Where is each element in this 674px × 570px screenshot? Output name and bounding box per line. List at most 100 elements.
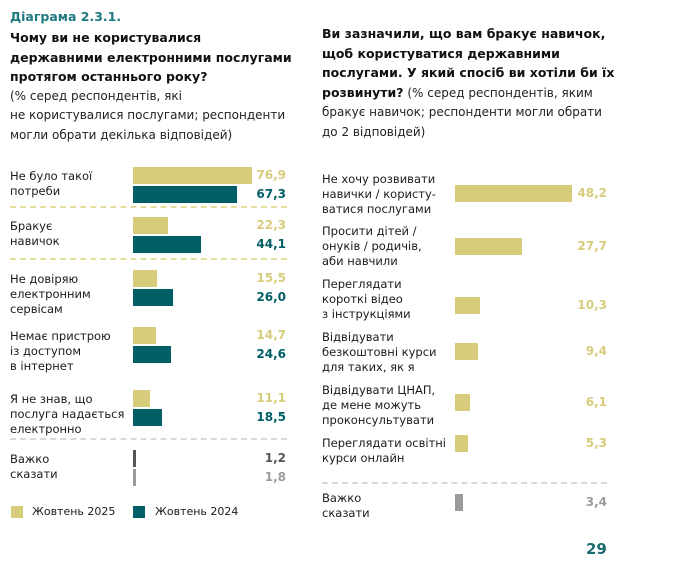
category-label-line: Немає пристрою xyxy=(10,329,111,343)
value-label: 48,2 xyxy=(577,186,607,200)
category-label-line: де мене можуть xyxy=(322,398,422,412)
legend-label-oct2025: Жовтень 2025 xyxy=(32,505,116,518)
bar-oct2024 xyxy=(133,346,172,363)
value-label: 76,9 xyxy=(256,168,286,182)
category-label-line: Важко xyxy=(322,491,362,505)
bar-oct2025 xyxy=(133,217,168,234)
bar-oct2024 xyxy=(133,409,162,426)
category-label-line: із доступом xyxy=(10,344,82,358)
value-label: 1,8 xyxy=(264,470,286,484)
bar-oct2025 xyxy=(133,327,156,344)
category-label: Просити дітей / онуків / родичів, аби навч… xyxy=(322,224,452,269)
category-label-line: в інтернет xyxy=(10,359,74,373)
category-label-line: навички / користу- xyxy=(322,187,436,201)
value-label: 67,3 xyxy=(256,187,286,201)
category-label: Я не знав, що послуга надається електронно xyxy=(10,392,130,437)
category-label-line: Відвідувати ЦНАП, xyxy=(322,383,436,397)
right-chart-title-block: Ви зазначили, що вам бракує навичок, щоб… xyxy=(322,24,642,142)
bar-oct2025 xyxy=(455,394,470,411)
category-label-line: Бракує xyxy=(10,219,53,233)
bar-oct2025 xyxy=(455,494,464,511)
subtitle-line: могли обрати декілька відповідей) xyxy=(10,127,233,142)
title-line: розвинути? xyxy=(322,84,404,100)
category-label: Немає пристрою із доступом в інтернет xyxy=(10,329,130,374)
title-line: щоб користуватися державними xyxy=(322,45,560,61)
value-label: 14,7 xyxy=(256,328,286,342)
bar-oct2024 xyxy=(133,469,136,486)
legend-label-oct2024: Жовтень 2024 xyxy=(155,505,239,518)
subtitle-inline: (% серед респондентів, яким xyxy=(403,85,593,100)
bar-oct2025 xyxy=(133,167,253,184)
divider-line xyxy=(10,438,287,440)
bar-oct2025 xyxy=(455,343,478,360)
category-label: Переглядати короткі відео з інструкціями xyxy=(322,277,452,322)
right-chart-subtitle: бракує навичок; респонденти могли обрати… xyxy=(322,103,642,142)
value-label: 10,3 xyxy=(577,298,607,312)
subtitle-line: бракує навичок; респонденти могли обрати xyxy=(322,105,602,119)
legend-swatch-oct2024 xyxy=(133,506,145,518)
category-label-line: Не хочу розвивати xyxy=(322,172,436,186)
value-label: 22,3 xyxy=(256,218,286,232)
category-label-line: безкоштовні курси xyxy=(322,345,437,359)
title-line: Ви зазначили, що вам бракує навичок, xyxy=(322,26,606,41)
category-label-line: Переглядати xyxy=(322,277,402,291)
divider-line xyxy=(322,482,607,484)
category-label: Не довіряю електронним сервісам xyxy=(10,272,130,317)
value-label: 26,0 xyxy=(256,290,286,304)
bar-oct2024 xyxy=(133,289,174,306)
title-line: Чому ви не користувалися xyxy=(10,30,202,45)
bar-oct2025 xyxy=(455,435,468,452)
category-label-line: Я не знав, що xyxy=(10,392,93,406)
category-label-line: Просити дітей / xyxy=(322,224,417,238)
value-label: 15,5 xyxy=(256,271,286,285)
bar-oct2025 xyxy=(133,450,136,467)
category-label-line: електронним xyxy=(10,287,91,301)
left-chart-title: Чому ви не користувалися державними елек… xyxy=(10,28,320,87)
page-number: 29 xyxy=(586,540,607,558)
category-label: Відвідувати ЦНАП, де мене можуть проконсул… xyxy=(322,383,452,428)
category-label-line: Переглядати освітні xyxy=(322,436,446,450)
value-label: 6,1 xyxy=(585,395,607,409)
category-label-line: ватися послугами xyxy=(322,202,432,216)
category-label: Важко сказати xyxy=(322,491,452,521)
category-label-line: для таких, як я xyxy=(322,360,415,374)
subtitle-line: до 2 відповідей) xyxy=(322,124,426,139)
value-label: 11,1 xyxy=(256,391,286,405)
legend-swatch-oct2025 xyxy=(11,506,23,518)
divider-line xyxy=(10,206,287,208)
subtitle-line: не користувалися послугами; респонденти xyxy=(10,108,286,122)
value-label: 3,4 xyxy=(585,495,607,509)
category-label-line: Відвідувати xyxy=(322,330,394,344)
category-label-line: навичок xyxy=(10,234,60,248)
left-chart-title-block: Чому ви не користувалися державними елек… xyxy=(10,28,320,145)
value-label: 44,1 xyxy=(256,237,286,251)
figure-label: Діаграма 2.3.1. xyxy=(10,9,122,24)
category-label: Бракує навичок xyxy=(10,219,130,249)
category-label-line: проконсультувати xyxy=(322,413,435,427)
bar-oct2025 xyxy=(455,297,481,314)
subtitle-line: (% серед респондентів, які xyxy=(10,88,182,103)
right-chart-title: Ви зазначили, що вам бракує навичок, щоб… xyxy=(322,24,642,103)
category-label-line: курси онлайн xyxy=(322,451,405,465)
value-label: 5,3 xyxy=(585,436,607,450)
category-label: Переглядати освітні курси онлайн xyxy=(322,436,452,466)
title-line: послугами. У який спосіб ви хотіли би їх xyxy=(322,65,615,80)
value-label: 27,7 xyxy=(577,239,607,253)
category-label-line: аби навчили xyxy=(322,254,398,268)
category-label-line: Не було такої xyxy=(10,169,93,183)
bar-oct2024 xyxy=(133,186,238,203)
category-label-line: Не довіряю xyxy=(10,272,79,286)
category-label: Не було такої потреби xyxy=(10,169,130,199)
category-label-line: сказати xyxy=(10,467,58,481)
value-label: 18,5 xyxy=(256,410,286,424)
category-label-line: сервісам xyxy=(10,302,63,316)
bar-oct2025 xyxy=(455,185,573,202)
category-label-line: онуків / родичів, xyxy=(322,239,422,253)
value-label: 24,6 xyxy=(256,347,286,361)
bar-oct2025 xyxy=(133,270,158,287)
category-label-line: послуга надається xyxy=(10,407,125,421)
category-label-line: з інструкціями xyxy=(322,307,411,321)
title-line: протягом останнього року? xyxy=(10,69,208,84)
divider-line xyxy=(10,258,287,260)
category-label-line: Важко xyxy=(10,452,50,466)
